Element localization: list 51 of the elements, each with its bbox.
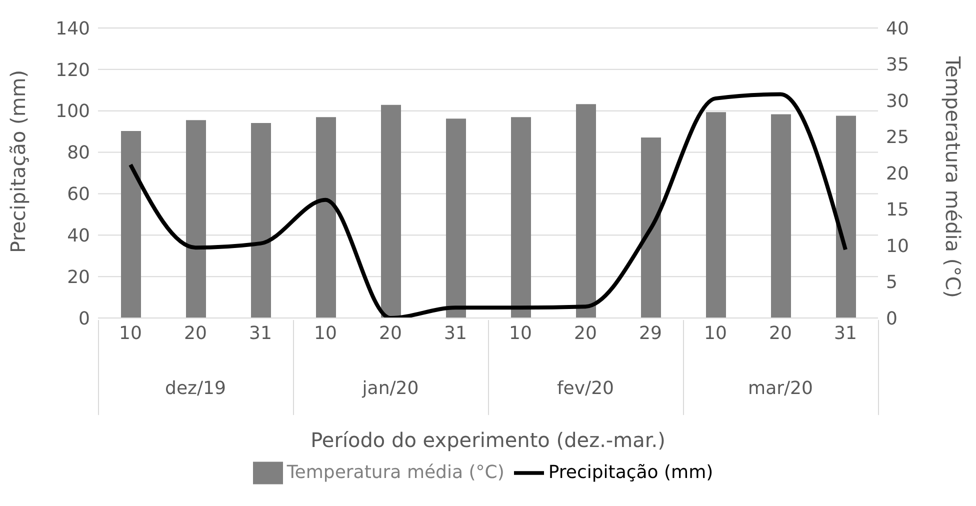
y-tick-label: 40	[67, 226, 90, 247]
y-tick-label: 60	[67, 184, 90, 206]
x-tick-label: 31	[249, 322, 272, 344]
x-tick-label: 20	[769, 322, 792, 344]
text: mar/20	[747, 378, 814, 399]
x-tick-label: 10	[704, 322, 727, 344]
bar	[121, 130, 141, 318]
x-tick-label: 10	[119, 322, 142, 344]
y2-tick-label: 25	[886, 127, 909, 148]
x-tick-label: 20	[574, 322, 597, 344]
y2-tick-label: 15	[886, 200, 909, 221]
y-tick-label: 80	[67, 142, 90, 164]
bar	[771, 114, 791, 318]
x-tick-label: 20	[184, 322, 207, 344]
y2-tick-label: 35	[886, 54, 909, 76]
x-tick-label: 20	[379, 322, 402, 344]
x-tick-label: 29	[639, 322, 662, 344]
bar	[641, 137, 661, 318]
x-tick-label: 31	[444, 322, 467, 344]
bar	[251, 122, 271, 318]
y-tick-label: 120	[56, 60, 90, 81]
x-tick-label: 31	[834, 322, 857, 344]
bar	[446, 118, 466, 318]
y2-tick-label: 5	[886, 272, 898, 294]
bar	[381, 104, 401, 318]
bar	[576, 104, 596, 318]
y-tick-label: 100	[56, 101, 90, 122]
y2-tick-label: 10	[886, 236, 909, 257]
y2-tick-label: 40	[886, 18, 909, 40]
bar	[836, 116, 856, 318]
bar	[316, 117, 336, 318]
y-axis-title: Precipitação (mm)	[6, 70, 30, 253]
y2-axis-title: Temperatura média (°C)	[940, 55, 965, 298]
text: fev/20	[556, 378, 616, 399]
y2-tick-label: 30	[886, 90, 909, 112]
y-tick-label: 140	[56, 18, 90, 40]
bar	[511, 117, 531, 318]
x-tick-label: 10	[314, 322, 337, 344]
x-tick-label: 10	[509, 322, 532, 344]
bar	[186, 120, 206, 318]
y2-tick-label: 20	[886, 163, 909, 184]
x-axis-title: Período do experimento (dez.-mar.)	[310, 428, 666, 452]
y-tick-label: 0	[78, 308, 90, 330]
legend-label: Temperatura média (°C)	[286, 462, 504, 483]
text: jan/20	[360, 378, 420, 399]
y-tick-label: 20	[67, 266, 90, 288]
line-series	[128, 92, 848, 318]
legend-label: Precipitação (mm)	[548, 462, 714, 483]
bar	[706, 112, 726, 318]
y2-tick-label: 0	[886, 308, 898, 330]
text: dez/19	[164, 378, 227, 399]
